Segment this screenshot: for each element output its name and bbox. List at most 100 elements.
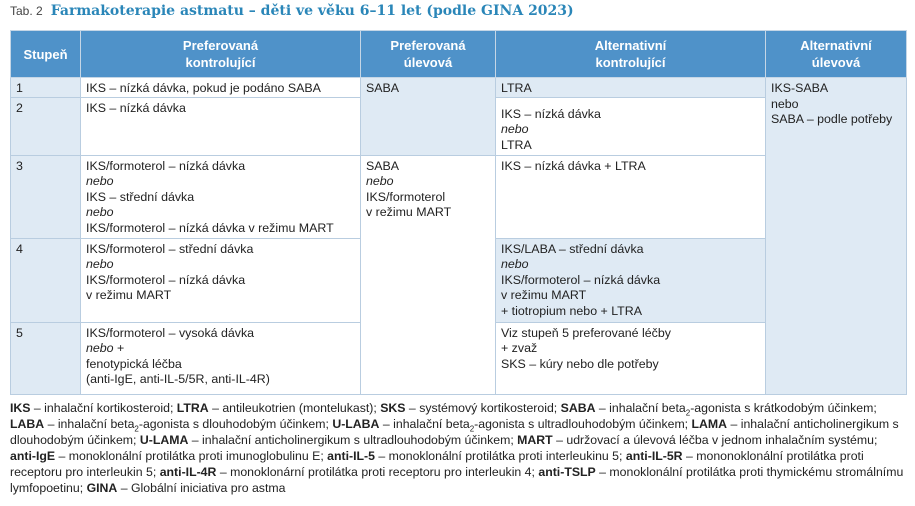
text: LABA	[10, 417, 45, 431]
table-title: Farmakoterapie astmatu – děti ve věku 6–…	[50, 3, 574, 19]
cell-line: v režimu MART	[86, 288, 355, 304]
header-cell: Stupeň	[10, 30, 81, 78]
text: SKS	[380, 401, 406, 415]
text: v režimu MART	[501, 288, 587, 302]
text: nebo	[86, 174, 114, 188]
text: nebo	[771, 96, 799, 111]
text: – monoklonální protilátka proti interleu…	[374, 449, 626, 463]
text: – udržovací a úlevová léčba v jednom inh…	[552, 433, 878, 447]
cell-line: nebo	[366, 174, 490, 190]
text: 2	[469, 424, 475, 434]
step-cell: 5	[10, 321, 81, 395]
text: LAMA	[691, 417, 728, 431]
cell-line: Viz stupeň 5 preferované léčby	[501, 326, 760, 342]
step-cell: 2	[10, 96, 81, 156]
text: LTRA	[176, 401, 209, 415]
text: IKS – nízká dávka, pokud je podáno SABA	[86, 81, 321, 95]
text: – mononoklonální protilátka proti recept…	[10, 449, 864, 479]
cell-line: kontrolující	[81, 54, 360, 71]
cell-text: 4	[16, 241, 23, 256]
therapy-table: Stupeň Preferovaná kontrolující Preferova…	[10, 30, 907, 395]
text: – Globální iniciativa pro astma	[117, 481, 286, 495]
cell-line: IKS – nízká dávka	[86, 101, 355, 117]
cell-text: 5	[16, 325, 23, 340]
text: – inhalační beta	[595, 401, 686, 415]
text: – systémový kortikosteroid;	[405, 401, 561, 415]
text: U-LABA	[332, 417, 380, 431]
text: IKS-SABA	[771, 81, 829, 95]
cell-line: kontrolující	[496, 54, 765, 71]
text: IKS/formoterol – nízká dávka	[86, 272, 246, 287]
cell-line: SKS – kúry nebo dle potřeby	[501, 357, 760, 373]
cell: IKS – nízká dávka nebo LTRA	[495, 96, 766, 156]
cell-line: SABA – podle potřeby	[771, 112, 901, 128]
cell: IKS – nízká dávka	[80, 96, 361, 156]
cell: IKS – nízká dávka + LTRA	[495, 154, 766, 239]
text: – inhalační anticholinergikum s dlouhodo…	[10, 417, 899, 447]
text: IKS/formoterol – vysoká dávka	[86, 325, 255, 340]
cell-line: Stupeň	[11, 46, 80, 63]
text: – inhalační beta	[44, 417, 135, 431]
step-cell: 3	[10, 154, 81, 239]
cell: LTRA	[495, 77, 766, 98]
cell-line: LTRA	[501, 81, 760, 97]
cell-line: Preferovaná	[81, 37, 360, 54]
text: IKS – střední dávka	[86, 189, 195, 204]
cell-line: IKS/formoterol – nízká dávka	[86, 273, 355, 289]
cell-line: IKS – střední dávka	[86, 190, 355, 206]
text: IKS/LABA – střední dávka	[501, 241, 644, 256]
cell-line: Preferovaná	[361, 37, 495, 54]
text: (anti-IgE, anti-IL-5/5R, anti-IL-4R)	[86, 372, 270, 386]
cell-line: Alternativní	[766, 37, 906, 54]
cell-line: úlevová	[766, 54, 906, 71]
text: nebo	[501, 122, 529, 136]
text: – inhalační anticholinergikum s ultradlo…	[188, 433, 518, 447]
cell-line: LTRA	[501, 138, 760, 154]
cell-line: úlevová	[361, 54, 495, 71]
text: Alternativní	[800, 38, 872, 53]
row: 4 IKS/formoterol – střední dávka nebo IKS/…	[10, 237, 907, 323]
cell: SABA nebo IKS/formoterol v režimu MART	[360, 154, 496, 395]
text: SKS – kúry nebo dle potřeby	[501, 356, 659, 371]
text: IKS/formoterol – střední dávka	[86, 241, 254, 256]
text: anti-IL-4R	[159, 465, 217, 479]
cell-line: IKS/formoterol – nízká dávka	[86, 159, 355, 175]
cell-line: IKS/formoterol – vysoká dávka	[86, 326, 355, 342]
text: SABA	[366, 81, 400, 95]
text: Alternativní	[594, 38, 667, 53]
text: kontrolující	[595, 55, 666, 70]
header-row: Stupeň Preferovaná kontrolující Preferova…	[10, 30, 907, 78]
text: Preferovaná	[390, 38, 466, 53]
header-cell: Alternativní kontrolující	[495, 30, 766, 78]
text: -agonista s ultradlouhodobým účinkem;	[474, 417, 692, 431]
cell: IKS/formoterol – střední dávka nebo IKS/fo…	[80, 237, 361, 323]
table-label: Tab. 2	[10, 4, 43, 18]
cell-text: 1	[16, 81, 23, 95]
cell-line: nebo	[86, 257, 355, 273]
text: IKS/formoterol – nízká dávka v režimu MA…	[86, 220, 334, 235]
text: LTRA	[501, 81, 532, 95]
text: + tiotropium nebo + LTRA	[501, 303, 642, 318]
row: 5 IKS/formoterol – vysoká dávka nebo + fen…	[10, 321, 907, 395]
cell: IKS – nízká dávka, pokud je podáno SABA	[80, 77, 361, 98]
text: -agonista s krátkodobým účinkem;	[690, 401, 877, 415]
text: LTRA	[501, 137, 532, 152]
text: Viz stupeň 5 preferované léčby	[501, 325, 671, 340]
text: IKS	[10, 401, 31, 415]
cell-line: IKS/formoterol – střední dávka	[86, 242, 355, 258]
cell: SABA	[360, 77, 496, 156]
step-cell: 4	[10, 237, 81, 323]
caption: Tab. 2 Farmakoterapie astmatu – děti ve v…	[10, 3, 574, 19]
text: MART	[517, 433, 553, 447]
cell-text: 3	[16, 158, 23, 173]
text: – inhalační beta	[379, 417, 470, 431]
text: IKS/formoterol	[366, 189, 446, 204]
text: Stupeň	[23, 46, 68, 62]
cell-line: Alternativní	[496, 37, 765, 54]
header-cell: Preferovaná úlevová	[360, 30, 496, 78]
text: 2	[134, 424, 139, 434]
text: IKS – nízká dávka	[86, 100, 186, 115]
cell-line: IKS – nízká dávka, pokud je podáno SABA	[86, 81, 355, 97]
text: anti-IL-5R	[625, 449, 683, 463]
